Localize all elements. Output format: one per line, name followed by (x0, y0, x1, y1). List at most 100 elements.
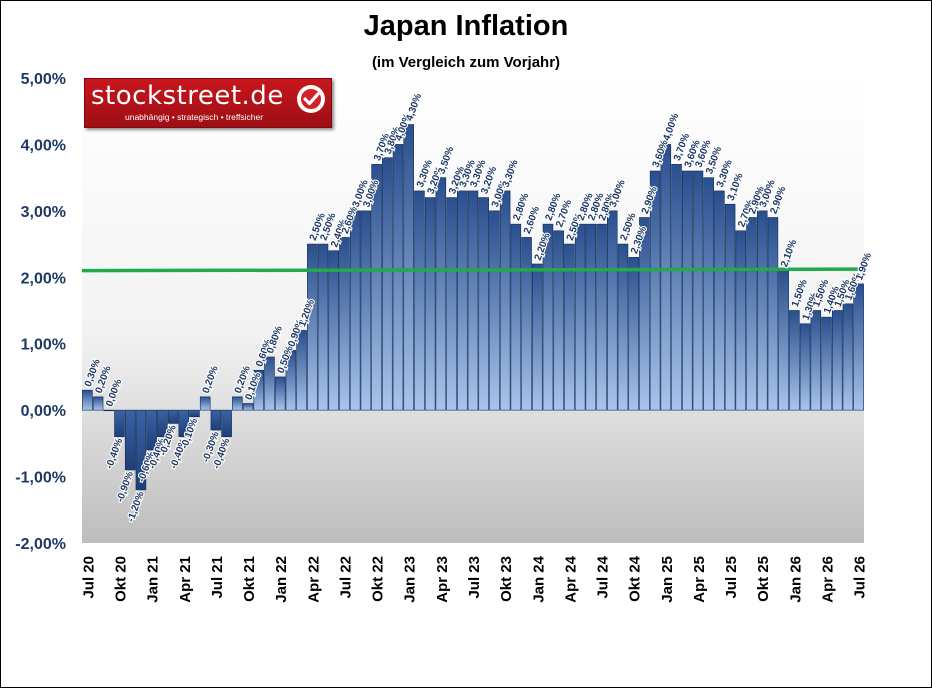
bar (382, 157, 393, 411)
logo-text: stockstreet.de (91, 81, 284, 111)
bar (714, 190, 725, 411)
bar (103, 409, 115, 412)
bar (360, 210, 372, 411)
bar (317, 243, 329, 411)
bar (778, 270, 789, 411)
x-tick-label: Jan 21 (145, 556, 162, 603)
bar (167, 409, 179, 424)
bar (564, 243, 575, 411)
x-tick-label: Jan 22 (273, 556, 290, 603)
x-tick-label: Jul 22 (337, 556, 354, 599)
bar (124, 409, 136, 471)
bar (82, 389, 93, 411)
reference-line (81, 267, 865, 273)
bar (660, 144, 672, 411)
x-tick-label: Jan 26 (787, 556, 804, 603)
bar (789, 310, 800, 411)
bar (853, 283, 864, 411)
bar (199, 396, 211, 411)
bar (135, 409, 147, 491)
x-tick-label: Apr 25 (691, 556, 708, 603)
bar (457, 190, 468, 411)
bar (435, 177, 447, 411)
bar (735, 230, 747, 411)
bar (210, 409, 222, 431)
y-tick-label: 5,00% (21, 71, 66, 88)
x-tick-label: Jul 23 (466, 556, 483, 599)
bar (692, 170, 704, 411)
x-tick-label: Apr 21 (177, 556, 194, 603)
bar (842, 303, 854, 411)
x-tick-label: Okt 22 (370, 556, 387, 602)
x-tick-label: Apr 24 (562, 555, 579, 602)
bar (649, 170, 661, 411)
bar (371, 164, 382, 411)
x-tick-label: Apr 26 (820, 556, 837, 603)
bar (574, 223, 586, 411)
x-tick-label: Jul 20 (80, 556, 97, 599)
bar (756, 210, 768, 411)
logo-tagline: unabhängig • strategisch • treffsicher (125, 112, 264, 122)
check-icon (297, 85, 325, 113)
bar (681, 170, 693, 411)
bar (349, 210, 361, 411)
bar (724, 203, 736, 411)
bar (671, 164, 682, 411)
x-tick-label: Jan 23 (402, 556, 419, 603)
bar (467, 190, 479, 411)
x-tick-label: Jul 24 (595, 555, 612, 598)
bar (414, 190, 425, 411)
y-tick-label: -2,00% (15, 536, 66, 553)
bar (703, 177, 714, 411)
bar (253, 369, 265, 411)
bar (446, 197, 457, 411)
bar (767, 217, 779, 411)
bar (596, 223, 607, 411)
y-tick-label: 4,00% (21, 137, 66, 154)
bar (510, 223, 522, 411)
bar (307, 243, 318, 411)
bar (403, 124, 414, 411)
bar (157, 409, 168, 438)
bar (810, 310, 822, 411)
chart-title: Japan Inflation (363, 10, 569, 42)
bar (392, 144, 404, 411)
x-tick-label: Okt 24 (627, 555, 644, 602)
bar (831, 310, 843, 411)
bar (628, 257, 639, 411)
bar (489, 210, 500, 411)
bar (264, 356, 275, 411)
bar (424, 197, 436, 411)
x-tick-label: Jan 24 (530, 555, 547, 602)
bar (232, 396, 243, 411)
bar (274, 376, 286, 411)
bar (585, 223, 597, 411)
bar (92, 396, 104, 411)
bar (478, 197, 489, 411)
y-tick-label: 0,00% (21, 403, 66, 420)
bar (542, 223, 554, 411)
bar (746, 217, 757, 411)
bar (639, 217, 650, 411)
x-tick-label: Okt 20 (112, 556, 129, 602)
stockstreet-logo: stockstreet.de unabhängig • strategisch … (84, 78, 332, 128)
bar (189, 409, 200, 418)
bar (617, 243, 629, 411)
bar (553, 230, 564, 411)
x-tick-label: Apr 22 (305, 556, 322, 603)
x-tick-label: Okt 21 (241, 556, 258, 602)
bar (532, 263, 543, 411)
bar (799, 323, 811, 411)
bar (221, 409, 232, 438)
bar (607, 210, 618, 411)
bar (114, 409, 125, 438)
bar (296, 330, 307, 411)
x-tick-label: Okt 25 (755, 556, 772, 602)
x-tick-label: Jul 21 (209, 556, 226, 599)
bar (328, 250, 339, 411)
y-tick-label: 3,00% (21, 204, 66, 221)
y-tick-label: 1,00% (21, 337, 66, 354)
x-tick-label: Jan 25 (659, 556, 676, 603)
x-tick-label: Jul 25 (723, 556, 740, 599)
